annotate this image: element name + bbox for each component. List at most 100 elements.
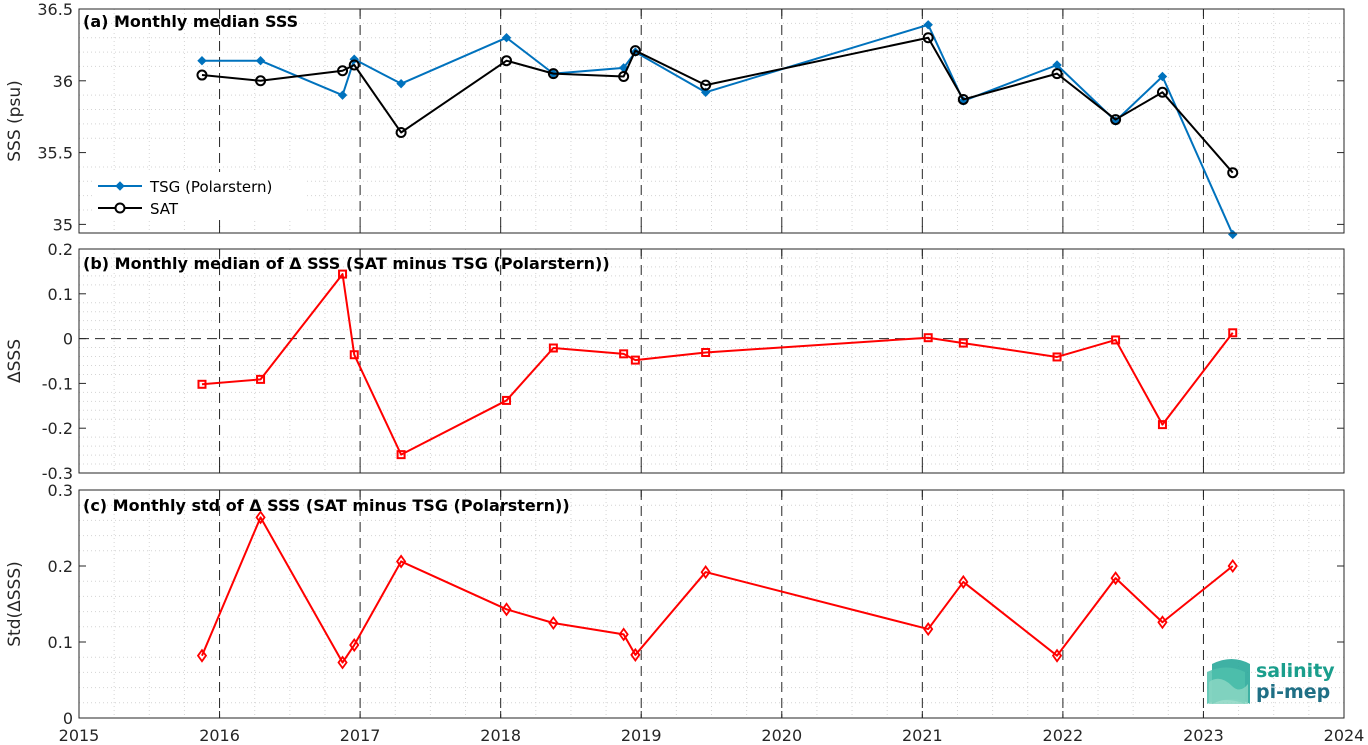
y-tick-label: 0 — [63, 709, 73, 728]
data-point — [395, 554, 407, 569]
panel-a-frame — [78, 8, 1345, 234]
data-point — [1051, 648, 1063, 663]
data-point — [196, 69, 208, 81]
panel-a-title: (a) Monthly median SSS — [83, 12, 298, 31]
data-point — [700, 565, 711, 580]
data-point — [255, 55, 266, 66]
legend-sat-marker — [114, 202, 126, 214]
data-point — [1052, 352, 1062, 362]
data-point — [701, 347, 711, 357]
data-point — [1157, 420, 1167, 430]
data-point — [349, 350, 359, 360]
data-point — [1051, 68, 1063, 80]
y-tick-label: 36 — [53, 72, 73, 91]
series-line-b-0 — [201, 273, 1234, 456]
data-point — [501, 602, 512, 617]
panel-c-title: (c) Monthly std of Δ SSS (SAT minus TSG … — [83, 496, 570, 515]
data-point — [395, 126, 407, 138]
y-tick-label: 0.1 — [48, 633, 73, 652]
y-tick-label: 0.3 — [48, 481, 73, 500]
data-point — [501, 33, 512, 43]
legend-tsg-marker — [115, 181, 125, 191]
data-point — [396, 78, 406, 89]
data-point — [337, 90, 348, 100]
y-tick-label: 0.1 — [48, 285, 73, 304]
y-tick-label: 35 — [53, 215, 73, 234]
data-point — [501, 55, 513, 67]
data-point — [396, 450, 406, 460]
data-point — [502, 395, 512, 405]
data-point — [1227, 558, 1238, 574]
y-tick-label: 35.5 — [37, 144, 73, 163]
data-point — [255, 75, 267, 87]
logo-text-pi-mep: pi-mep — [1256, 681, 1330, 703]
panel-a: 35 35.5 36 36.5 SSS (psu) (a) Monthly media… — [5, 0, 1345, 240]
data-point — [922, 32, 934, 44]
y-tick-label: 0.2 — [48, 240, 73, 259]
legend-box — [94, 172, 304, 220]
x-tick-label: 2017 — [340, 726, 381, 745]
x-tick-label: 2018 — [480, 726, 521, 745]
data-point — [923, 622, 934, 637]
data-point — [1228, 229, 1238, 240]
y-tick-label: -0.1 — [42, 374, 73, 393]
data-point — [1156, 86, 1168, 98]
y-tick-label: 0.2 — [48, 557, 73, 576]
panel-a-ylabel: SSS (psu) — [5, 80, 25, 161]
legend-sat-label: SAT — [150, 200, 179, 218]
data-point — [1110, 114, 1122, 126]
panel-b: -0.3 -0.2 -0.1 0 0.1 0.2 ΔSSS (b) Monthly med… — [5, 240, 1345, 483]
data-point — [1157, 71, 1168, 82]
y-tick-label: 0 — [63, 330, 73, 349]
series-line-a-1 — [201, 36, 1234, 174]
data-point — [348, 59, 360, 71]
data-point — [256, 374, 266, 384]
data-point — [619, 349, 629, 359]
x-tick-label: 2020 — [761, 726, 802, 745]
data-point — [1111, 335, 1121, 345]
data-point — [700, 79, 712, 91]
data-point — [923, 333, 933, 343]
data-point — [337, 655, 348, 670]
data-point — [196, 648, 208, 663]
x-tick-label: 2024 — [1324, 726, 1365, 745]
data-point — [630, 647, 641, 662]
salinity-pi-mep-logo: salinity pi-mep — [1207, 659, 1335, 704]
data-point — [349, 638, 360, 653]
data-point — [629, 45, 641, 57]
panel-b-frame — [78, 248, 1345, 474]
x-axis-tick-labels: 2015 2016 2017 2018 2019 2020 2021 2022 2023 2024 — [59, 726, 1365, 745]
y-tick-label: -0.3 — [42, 464, 73, 483]
data-point — [1228, 328, 1238, 338]
legend-tsg-label: TSG (Polarstern) — [149, 178, 272, 196]
data-point — [1157, 615, 1168, 630]
x-tick-label: 2016 — [199, 726, 240, 745]
data-point — [337, 65, 349, 77]
logo-wave-icon — [1207, 659, 1250, 704]
series-line-c-0 — [201, 516, 1234, 664]
panel-c: 0 0.1 0.2 0.3 Std(ΔSSS) (c) Monthly std of … — [5, 481, 1345, 728]
data-point — [547, 68, 559, 80]
y-tick-label: 36.5 — [37, 0, 73, 19]
data-point — [630, 355, 640, 365]
data-point — [958, 574, 969, 589]
y-tick-label: -0.2 — [42, 419, 73, 438]
data-point — [548, 615, 559, 631]
x-tick-label: 2021 — [902, 726, 943, 745]
data-point — [548, 343, 558, 353]
panel-c-ylabel: Std(ΔSSS) — [5, 561, 25, 647]
logo-text-salinity: salinity — [1256, 660, 1335, 682]
legend: TSG (Polarstern) SAT — [94, 172, 304, 220]
data-point — [958, 338, 968, 348]
x-tick-label: 2019 — [621, 726, 662, 745]
data-point — [197, 55, 207, 66]
x-tick-label: 2023 — [1183, 726, 1224, 745]
data-point — [618, 627, 629, 642]
x-tick-label: 2022 — [1043, 726, 1084, 745]
data-point — [700, 87, 711, 97]
panel-b-title: (b) Monthly median of Δ SSS (SAT minus T… — [83, 254, 610, 273]
x-tick-label: 2015 — [59, 726, 100, 745]
data-point — [618, 70, 630, 82]
panel-c-frame — [78, 489, 1345, 719]
